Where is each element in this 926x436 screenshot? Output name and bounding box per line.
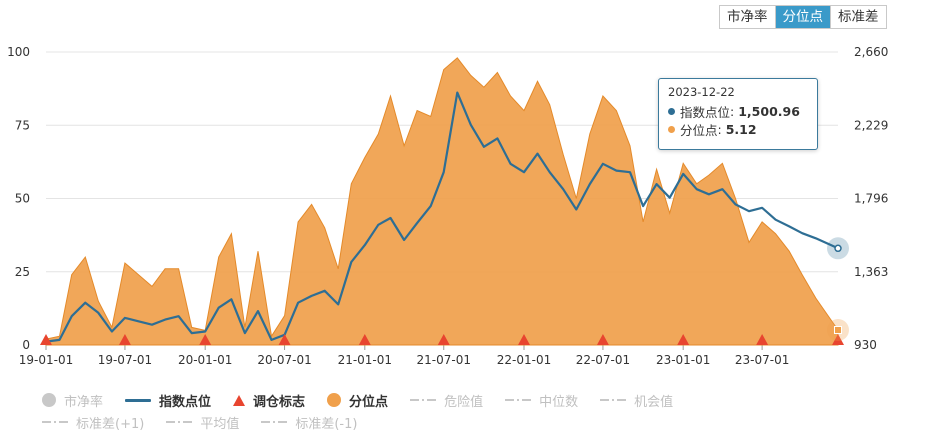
legend-label: 指数点位 <box>159 394 212 410</box>
legend-circle-icon <box>42 393 56 407</box>
legend-item-index[interactable]: 指数点位 <box>125 391 211 410</box>
y-right-tick-label: 2,229 <box>854 118 888 132</box>
legend-line-icon <box>125 398 152 402</box>
tooltip-index-value: 1,500.96 <box>738 103 800 119</box>
tooltip-row-index: 指数点位: 1,500.96 <box>668 102 808 120</box>
rebalance-marker <box>756 334 769 345</box>
tooltip-index-dot-icon <box>668 107 675 115</box>
x-tick-label: 19-07-01 <box>98 353 152 367</box>
rebalance-marker <box>358 334 371 345</box>
tooltip-percentile-label: 分位点 <box>680 122 718 138</box>
y-right-tick-label: 1,363 <box>854 265 888 279</box>
legend-label: 标准差(-1) <box>295 416 358 432</box>
percentile-endpoint <box>834 325 842 334</box>
rebalance-marker <box>199 334 212 345</box>
tooltip-percentile-value: 5.12 <box>725 121 757 137</box>
legend-dash-icon <box>600 399 627 401</box>
legend-label: 危险值 <box>444 394 484 410</box>
legend-item-median[interactable]: 中位数 <box>505 391 578 410</box>
y-right-tick-label: 930 <box>854 338 877 352</box>
legend-dash-icon <box>410 399 437 401</box>
y-right-tick-label: 1,796 <box>854 192 888 206</box>
legend-label: 标准差(+1) <box>76 416 145 432</box>
rebalance-marker <box>832 334 844 345</box>
legend-dash-icon <box>42 421 68 423</box>
rebalance-marker <box>118 334 131 345</box>
metric-tabs: 市净率 分位点 标准差 <box>719 5 887 29</box>
y-left-tick-label: 75 <box>15 118 30 132</box>
legend-item-percentile[interactable]: 分位点 <box>327 391 388 410</box>
legend-item-average[interactable]: 平均值 <box>166 413 239 432</box>
legend-item-opportunity[interactable]: 机会值 <box>600 391 673 410</box>
legend-item-stddev-plus[interactable]: 标准差(+1) <box>42 413 144 432</box>
legend-dash-icon <box>166 421 193 423</box>
rebalance-marker <box>517 334 530 345</box>
tooltip-percentile-dot-icon <box>668 125 675 133</box>
tooltip-date: 2023-12-22 <box>668 85 735 99</box>
legend-label: 分位点 <box>349 394 389 410</box>
tooltip-index-label: 指数点位 <box>680 104 731 120</box>
chart-legend: 市净率 指数点位 调仓标志 分位点 危险值 中位数 机会值 标准差(+1) 平均… <box>42 389 882 433</box>
tab-pb[interactable]: 市净率 <box>720 6 775 28</box>
legend-circle-icon <box>327 393 342 407</box>
tooltip-row-percentile: 分位点: 5.12 <box>668 120 808 138</box>
x-tick-label: 23-01-01 <box>656 353 710 367</box>
chart-tooltip: 2023-12-22 指数点位: 1,500.96 分位点: 5.12 <box>658 78 818 150</box>
rebalance-marker <box>278 334 291 345</box>
rebalance-marker <box>40 334 52 345</box>
legend-item-danger[interactable]: 危险值 <box>410 391 483 410</box>
legend-dash-icon <box>505 399 532 401</box>
y-left-tick-label: 50 <box>15 192 30 206</box>
tab-stddev[interactable]: 标准差 <box>830 6 886 28</box>
legend-label: 机会值 <box>634 394 674 410</box>
y-left-tick-label: 0 <box>22 338 30 352</box>
x-tick-label: 23-07-01 <box>735 353 789 367</box>
rebalance-marker <box>677 334 690 345</box>
legend-label: 调仓标志 <box>253 394 306 410</box>
legend-item-stddev-minus[interactable]: 标准差(-1) <box>261 413 357 432</box>
x-tick-label: 21-01-01 <box>338 353 392 367</box>
x-tick-label: 19-01-01 <box>19 353 73 367</box>
percentile-area <box>45 57 839 346</box>
rebalance-marker <box>596 334 609 345</box>
legend-item-pb[interactable]: 市净率 <box>42 391 103 410</box>
x-tick-label: 21-07-01 <box>417 353 471 367</box>
legend-triangle-icon <box>233 394 246 406</box>
tab-percentile[interactable]: 分位点 <box>774 6 830 28</box>
y-left-tick-label: 100 <box>7 45 30 59</box>
legend-label: 市净率 <box>64 394 104 410</box>
rebalance-marker <box>437 334 450 345</box>
index-line <box>45 91 839 343</box>
x-tick-label: 22-07-01 <box>576 353 630 367</box>
x-tick-label: 20-01-01 <box>178 353 232 367</box>
legend-label: 中位数 <box>539 394 579 410</box>
legend-dash-icon <box>261 421 288 423</box>
y-right-tick-label: 2,660 <box>854 45 888 59</box>
y-left-tick-label: 25 <box>15 265 30 279</box>
x-tick-label: 22-01-01 <box>497 353 551 367</box>
x-tick-label: 20-07-01 <box>257 353 311 367</box>
legend-label: 平均值 <box>200 416 240 432</box>
index-endpoint <box>834 244 842 253</box>
legend-item-rebalance[interactable]: 调仓标志 <box>233 391 305 410</box>
